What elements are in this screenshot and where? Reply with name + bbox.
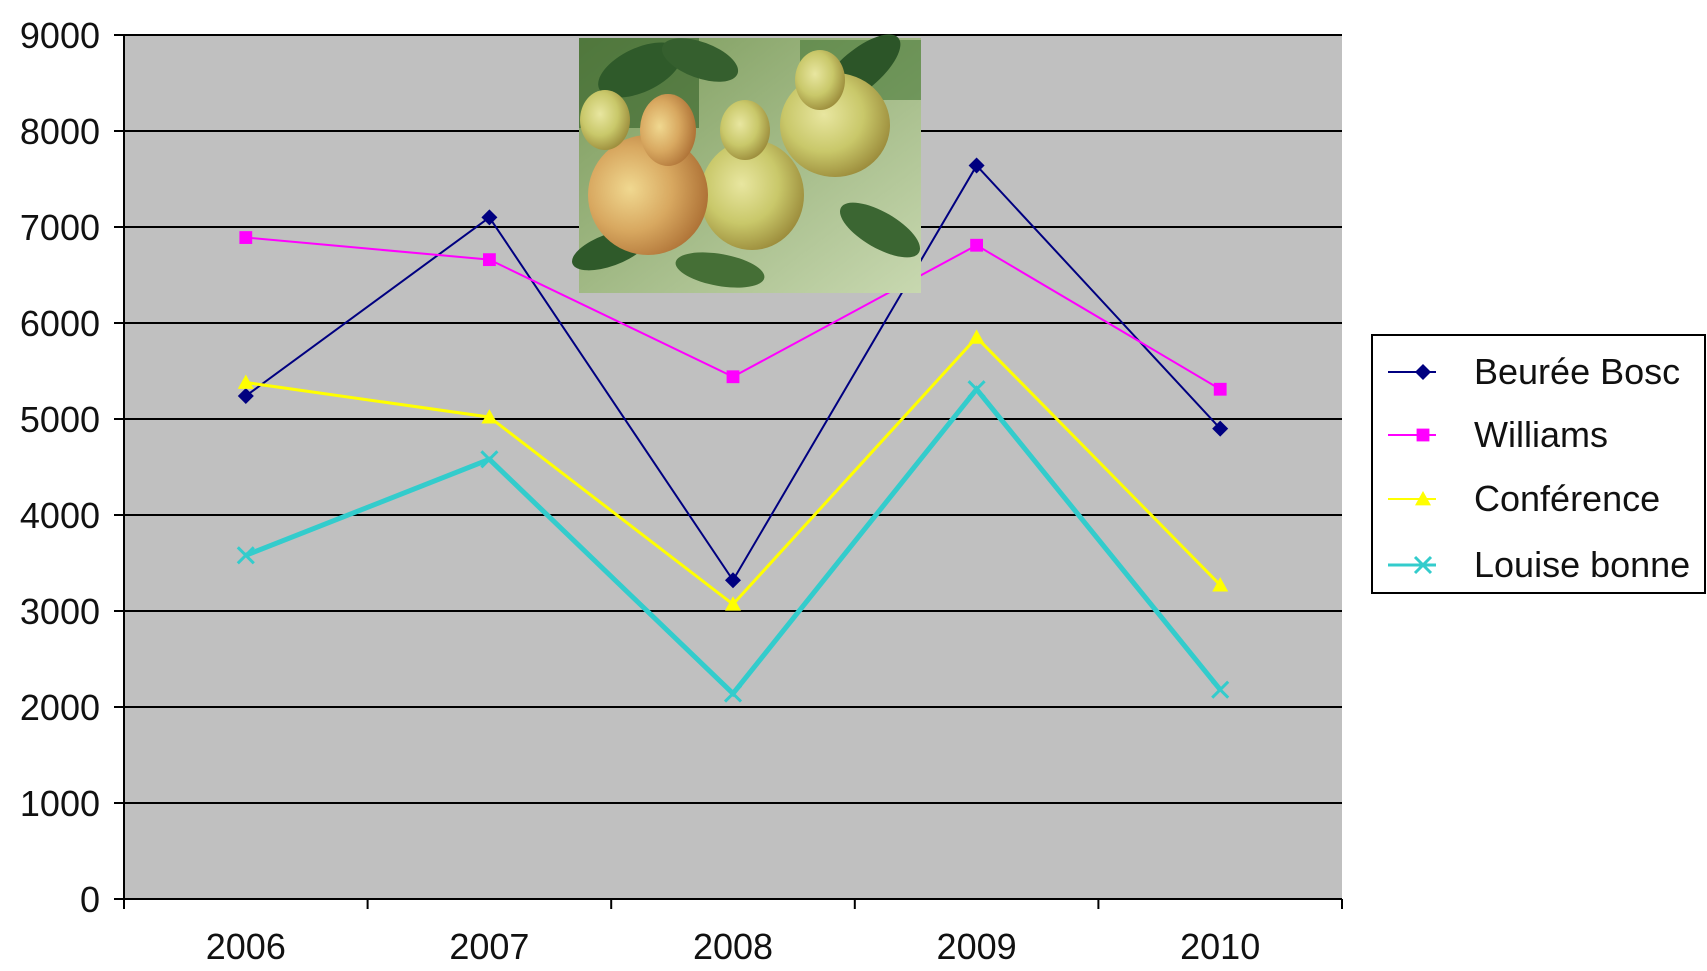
data-point	[236, 546, 255, 565]
data-point	[970, 238, 983, 252]
x-tick-label: 2007	[449, 926, 529, 967]
legend: Beurée Bosc Williams Conférence Louise bonn…	[1371, 334, 1706, 594]
pear-photo	[572, 34, 921, 293]
data-point	[483, 253, 496, 267]
series-conf-rence	[237, 329, 1229, 611]
data-point	[481, 209, 498, 226]
x-tick-label: 2006	[206, 926, 286, 967]
data-point	[239, 231, 253, 244]
series-beur-e-bosc	[237, 157, 1229, 589]
legend-item: Williams	[1388, 414, 1608, 455]
y-tick-label: 1000	[20, 783, 100, 824]
data-point	[1212, 577, 1229, 592]
legend-item: Conférence	[1388, 478, 1660, 519]
y-tick-label: 0	[80, 879, 100, 920]
data-point	[237, 374, 254, 389]
y-tick-label: 9000	[20, 15, 100, 56]
data-point	[968, 157, 985, 174]
legend-label: Beurée Bosc	[1474, 351, 1680, 392]
data-point	[723, 684, 743, 703]
legend-marker	[1415, 491, 1431, 506]
data-point	[967, 380, 986, 399]
legend-item: Louise bonne	[1388, 544, 1690, 585]
data-point	[481, 409, 498, 424]
data-point	[237, 387, 254, 404]
data-point	[1213, 382, 1227, 396]
y-tick-label: 5000	[20, 399, 100, 440]
data-point	[725, 596, 741, 611]
x-tick-label: 2009	[937, 926, 1017, 967]
series-williams	[239, 231, 1227, 396]
y-tick-label: 7000	[20, 207, 100, 248]
data-point	[480, 450, 499, 469]
x-tick-label: 2008	[693, 926, 773, 967]
y-tick-label: 6000	[20, 303, 100, 344]
data-point	[725, 572, 741, 589]
data-point	[1211, 680, 1230, 699]
x-tick-label: 2010	[1180, 926, 1260, 967]
series-louise-bonne	[236, 380, 1230, 703]
data-point	[726, 370, 740, 384]
legend-marker	[1413, 555, 1433, 575]
legend-marker	[1415, 364, 1431, 380]
y-tick-label: 2000	[20, 687, 100, 728]
legend-label: Louise bonne	[1474, 544, 1690, 585]
legend-box	[1371, 334, 1706, 594]
legend-item: Beurée Bosc	[1388, 351, 1680, 392]
legend-label: Conférence	[1474, 478, 1660, 519]
y-tick-label: 3000	[20, 591, 100, 632]
data-point	[968, 329, 985, 344]
y-tick-label: 4000	[20, 495, 100, 536]
data-point	[1212, 420, 1229, 437]
gridlines	[124, 34, 1342, 804]
legend-label: Williams	[1474, 414, 1608, 455]
series-layer	[236, 157, 1230, 703]
y-tick-label: 8000	[20, 111, 100, 152]
legend-marker	[1416, 428, 1430, 442]
y-axis-ticks: 0 1000 2000 3000 4000 5000 6000 7000 8000 9000	[20, 15, 124, 920]
x-axis-ticks: 2006 2007 2008 2009 2010	[123, 899, 1343, 967]
